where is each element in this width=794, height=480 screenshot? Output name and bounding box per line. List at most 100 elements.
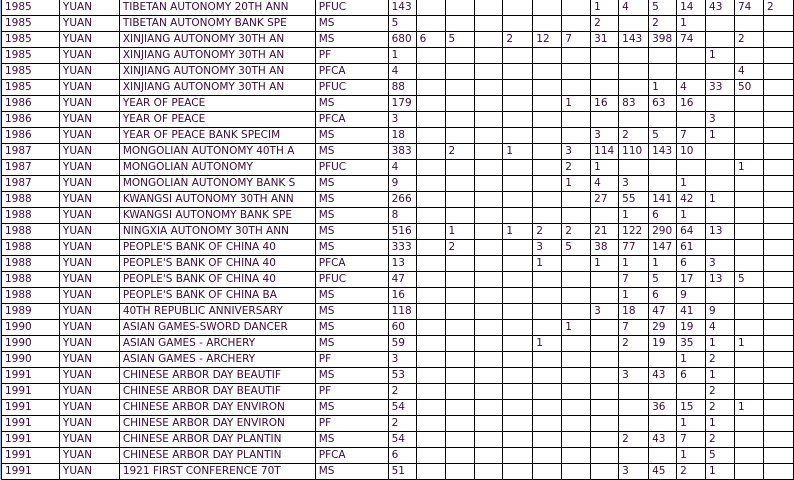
count-cell[interactable] [762, 431, 794, 448]
count-cell[interactable]: 19 [676, 319, 707, 336]
count-cell[interactable] [532, 319, 563, 336]
count-cell[interactable]: 4 [676, 79, 707, 96]
count-cell[interactable]: 2 [734, 31, 764, 48]
total-cell[interactable]: 16 [387, 287, 417, 304]
count-cell[interactable]: 6 [676, 367, 707, 384]
count-cell[interactable] [762, 255, 794, 272]
count-cell[interactable]: 1 [618, 255, 650, 272]
count-cell[interactable] [502, 431, 534, 448]
count-cell[interactable] [532, 447, 563, 464]
description-cell[interactable]: CHINESE ARBOR DAY BEAUTIF [118, 383, 316, 400]
description-cell[interactable]: MONGOLIAN AUTONOMY [118, 159, 316, 176]
count-cell[interactable] [676, 47, 707, 64]
count-cell[interactable] [734, 143, 764, 160]
count-cell[interactable] [415, 63, 446, 80]
count-cell[interactable]: 64 [676, 223, 707, 240]
count-cell[interactable]: 41 [676, 303, 707, 320]
year-cell[interactable]: 1985 [1, 0, 60, 16]
count-cell[interactable] [734, 319, 764, 336]
count-cell[interactable]: 1 [532, 255, 563, 272]
count-cell[interactable] [474, 207, 504, 224]
count-cell[interactable] [561, 351, 592, 368]
count-cell[interactable] [474, 351, 504, 368]
count-cell[interactable]: 45 [648, 463, 678, 480]
year-cell[interactable]: 1991 [1, 431, 60, 448]
count-cell[interactable] [762, 447, 794, 464]
count-cell[interactable]: 143 [648, 143, 678, 160]
count-cell[interactable]: 6 [648, 287, 678, 304]
count-cell[interactable]: 27 [590, 191, 620, 208]
count-cell[interactable] [618, 351, 650, 368]
count-cell[interactable] [415, 415, 446, 432]
count-cell[interactable] [532, 191, 563, 208]
count-cell[interactable]: 2 [705, 399, 735, 416]
count-cell[interactable]: 63 [648, 95, 678, 112]
year-cell[interactable]: 1986 [1, 95, 60, 112]
count-cell[interactable] [648, 415, 678, 432]
count-cell[interactable] [561, 287, 592, 304]
count-cell[interactable] [762, 15, 794, 32]
count-cell[interactable] [532, 399, 563, 416]
grade-cell[interactable]: MS [314, 31, 389, 48]
count-cell[interactable]: 2 [705, 383, 735, 400]
grade-cell[interactable]: PFUC [314, 271, 389, 288]
count-cell[interactable] [532, 15, 563, 32]
currency-cell[interactable]: YUAN [58, 335, 120, 352]
currency-cell[interactable]: YUAN [58, 271, 120, 288]
count-cell[interactable]: 3 [532, 239, 563, 256]
count-cell[interactable] [532, 79, 563, 96]
count-cell[interactable] [532, 303, 563, 320]
count-cell[interactable] [618, 79, 650, 96]
count-cell[interactable]: 3 [705, 111, 735, 128]
count-cell[interactable] [561, 399, 592, 416]
count-cell[interactable]: 7 [618, 319, 650, 336]
count-cell[interactable]: 2 [648, 15, 678, 32]
count-cell[interactable]: 2 [502, 31, 534, 48]
count-cell[interactable]: 2 [590, 15, 620, 32]
count-cell[interactable] [444, 463, 476, 480]
count-cell[interactable]: 13 [705, 223, 735, 240]
count-cell[interactable]: 5 [705, 447, 735, 464]
count-cell[interactable] [648, 175, 678, 192]
count-cell[interactable]: 1 [590, 159, 620, 176]
count-cell[interactable]: 1 [502, 223, 534, 240]
count-cell[interactable] [415, 319, 446, 336]
count-cell[interactable] [734, 191, 764, 208]
count-cell[interactable] [474, 303, 504, 320]
count-cell[interactable] [590, 367, 620, 384]
grade-cell[interactable]: PF [314, 383, 389, 400]
total-cell[interactable]: 516 [387, 223, 417, 240]
currency-cell[interactable]: YUAN [58, 15, 120, 32]
count-cell[interactable] [734, 95, 764, 112]
count-cell[interactable]: 1 [705, 463, 735, 480]
currency-cell[interactable]: YUAN [58, 127, 120, 144]
grade-cell[interactable]: MS [314, 175, 389, 192]
count-cell[interactable]: 14 [676, 0, 707, 16]
grade-cell[interactable]: MS [314, 367, 389, 384]
count-cell[interactable] [415, 351, 446, 368]
grade-cell[interactable]: PFUC [314, 0, 389, 16]
year-cell[interactable]: 1987 [1, 143, 60, 160]
currency-cell[interactable]: YUAN [58, 191, 120, 208]
count-cell[interactable]: 110 [618, 143, 650, 160]
count-cell[interactable] [415, 143, 446, 160]
count-cell[interactable]: 4 [590, 175, 620, 192]
count-cell[interactable] [502, 191, 534, 208]
currency-cell[interactable]: YUAN [58, 159, 120, 176]
currency-cell[interactable]: YUAN [58, 255, 120, 272]
count-cell[interactable]: 1 [705, 191, 735, 208]
count-cell[interactable]: 38 [590, 239, 620, 256]
currency-cell[interactable]: YUAN [58, 447, 120, 464]
count-cell[interactable] [444, 287, 476, 304]
count-cell[interactable] [415, 271, 446, 288]
currency-cell[interactable]: YUAN [58, 63, 120, 80]
count-cell[interactable] [561, 191, 592, 208]
currency-cell[interactable]: YUAN [58, 367, 120, 384]
total-cell[interactable]: 5 [387, 15, 417, 32]
grade-cell[interactable]: PFCA [314, 63, 389, 80]
count-cell[interactable] [705, 175, 735, 192]
count-cell[interactable] [444, 383, 476, 400]
grade-cell[interactable]: MS [314, 143, 389, 160]
count-cell[interactable] [415, 111, 446, 128]
count-cell[interactable] [474, 447, 504, 464]
